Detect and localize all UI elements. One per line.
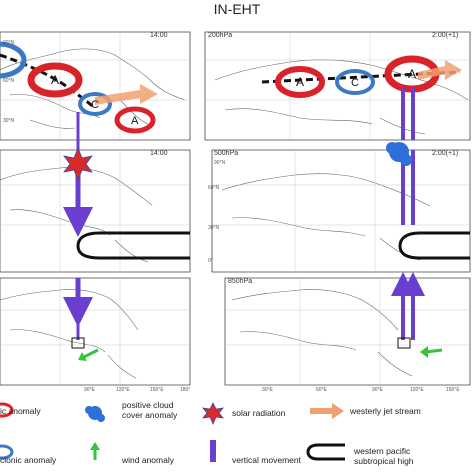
lon-label: 90°E bbox=[84, 387, 95, 393]
western-pacific-subtropical-high bbox=[398, 231, 470, 260]
figure-title: IN-EHT bbox=[213, 1, 261, 17]
right-bottom-panel bbox=[224, 277, 471, 386]
vertical-movement bbox=[391, 88, 425, 340]
panel-time-label: 2:00(+1) bbox=[432, 32, 459, 39]
positive-cloud-cover-icon bbox=[85, 406, 105, 422]
anomaly-label: A bbox=[296, 75, 304, 89]
lat-label: 60°N bbox=[208, 185, 220, 191]
panel-time-label: 14:00 bbox=[150, 150, 168, 157]
lon-label: 30°E bbox=[262, 387, 273, 393]
lon-label: 120°E bbox=[116, 387, 130, 393]
westerly-jet-stream-icon bbox=[310, 403, 344, 419]
legend-label-anticyclonic: ic anomaly bbox=[0, 406, 41, 416]
lat-label: 30°N bbox=[208, 225, 220, 231]
panel-time-label: 2:00(+1) bbox=[432, 150, 459, 157]
lat-label: 30°N bbox=[3, 118, 15, 124]
legend-label-vertical: vertical movement bbox=[232, 455, 301, 465]
lat-label: 60°N bbox=[3, 78, 15, 84]
anomaly-label: A bbox=[131, 115, 139, 127]
legend-label-solar: solar radiation bbox=[232, 408, 286, 418]
anticyclonic-anomaly-icon bbox=[0, 402, 14, 418]
lon-label: 60°E bbox=[316, 387, 327, 393]
legend-label-wpsh: western pacific subtropical high bbox=[354, 446, 414, 466]
lon-label: 150°E bbox=[150, 387, 164, 393]
panel-level-label: 500hPa bbox=[214, 150, 239, 157]
left-bottom-panel bbox=[0, 277, 191, 386]
cyclonic-anomaly-icon bbox=[0, 444, 14, 460]
lon-label: 120°E bbox=[410, 387, 424, 393]
panel-level-label: 200hPa bbox=[208, 32, 233, 39]
solar-radiation-icon bbox=[202, 402, 224, 426]
right-middle-panel bbox=[211, 149, 471, 273]
legend-label-jet: westerly jet stream bbox=[350, 406, 421, 416]
lat-label: 90°N bbox=[214, 160, 226, 166]
lon-label: 150°E bbox=[446, 387, 460, 393]
panel-time-label: 14:00 bbox=[150, 32, 168, 39]
vertical-movement-icon bbox=[210, 440, 216, 462]
western-pacific-subtropical-high bbox=[76, 231, 190, 260]
wind-anomaly bbox=[71, 337, 99, 361]
anomaly-label: A bbox=[408, 67, 416, 81]
coastline-map bbox=[0, 289, 139, 379]
anomaly-label: C bbox=[351, 77, 359, 89]
positive-cloud-cover bbox=[386, 142, 412, 166]
legend-icons bbox=[0, 402, 345, 462]
left-jet-dashed-line bbox=[0, 53, 96, 110]
cyclonic-anomaly bbox=[78, 92, 112, 116]
coastline-map bbox=[231, 289, 413, 377]
left-top-panel bbox=[0, 31, 191, 141]
legend-label-cyclonic: clonic anomaly bbox=[0, 455, 57, 465]
lat-label: 0° bbox=[208, 258, 213, 264]
lat-label: 90°N bbox=[3, 40, 15, 46]
anomaly-label: C bbox=[91, 99, 99, 111]
legend-label-cloud: positive cloud cover anomaly bbox=[122, 400, 178, 420]
solar-radiation bbox=[63, 146, 93, 182]
legend-label-wind: wind anomaly bbox=[122, 455, 174, 465]
wind-anomaly-icon bbox=[90, 442, 100, 460]
western-pacific-subtropical-high-icon bbox=[306, 443, 345, 461]
anomaly-label: A bbox=[51, 73, 59, 87]
right-top-panel bbox=[204, 31, 471, 141]
westerly-jet-stream bbox=[418, 60, 462, 80]
lon-label: 180° bbox=[180, 387, 191, 393]
lon-label: 90°E bbox=[372, 387, 383, 393]
anticyclonic-anomaly bbox=[0, 41, 156, 134]
left-middle-panel bbox=[0, 149, 191, 273]
coastline-map bbox=[0, 48, 186, 129]
westerly-jet-stream bbox=[95, 84, 158, 105]
cyclonic-anomaly bbox=[335, 69, 375, 95]
panel-level-label: 850hPa bbox=[228, 278, 253, 285]
wind-anomaly bbox=[397, 337, 443, 358]
